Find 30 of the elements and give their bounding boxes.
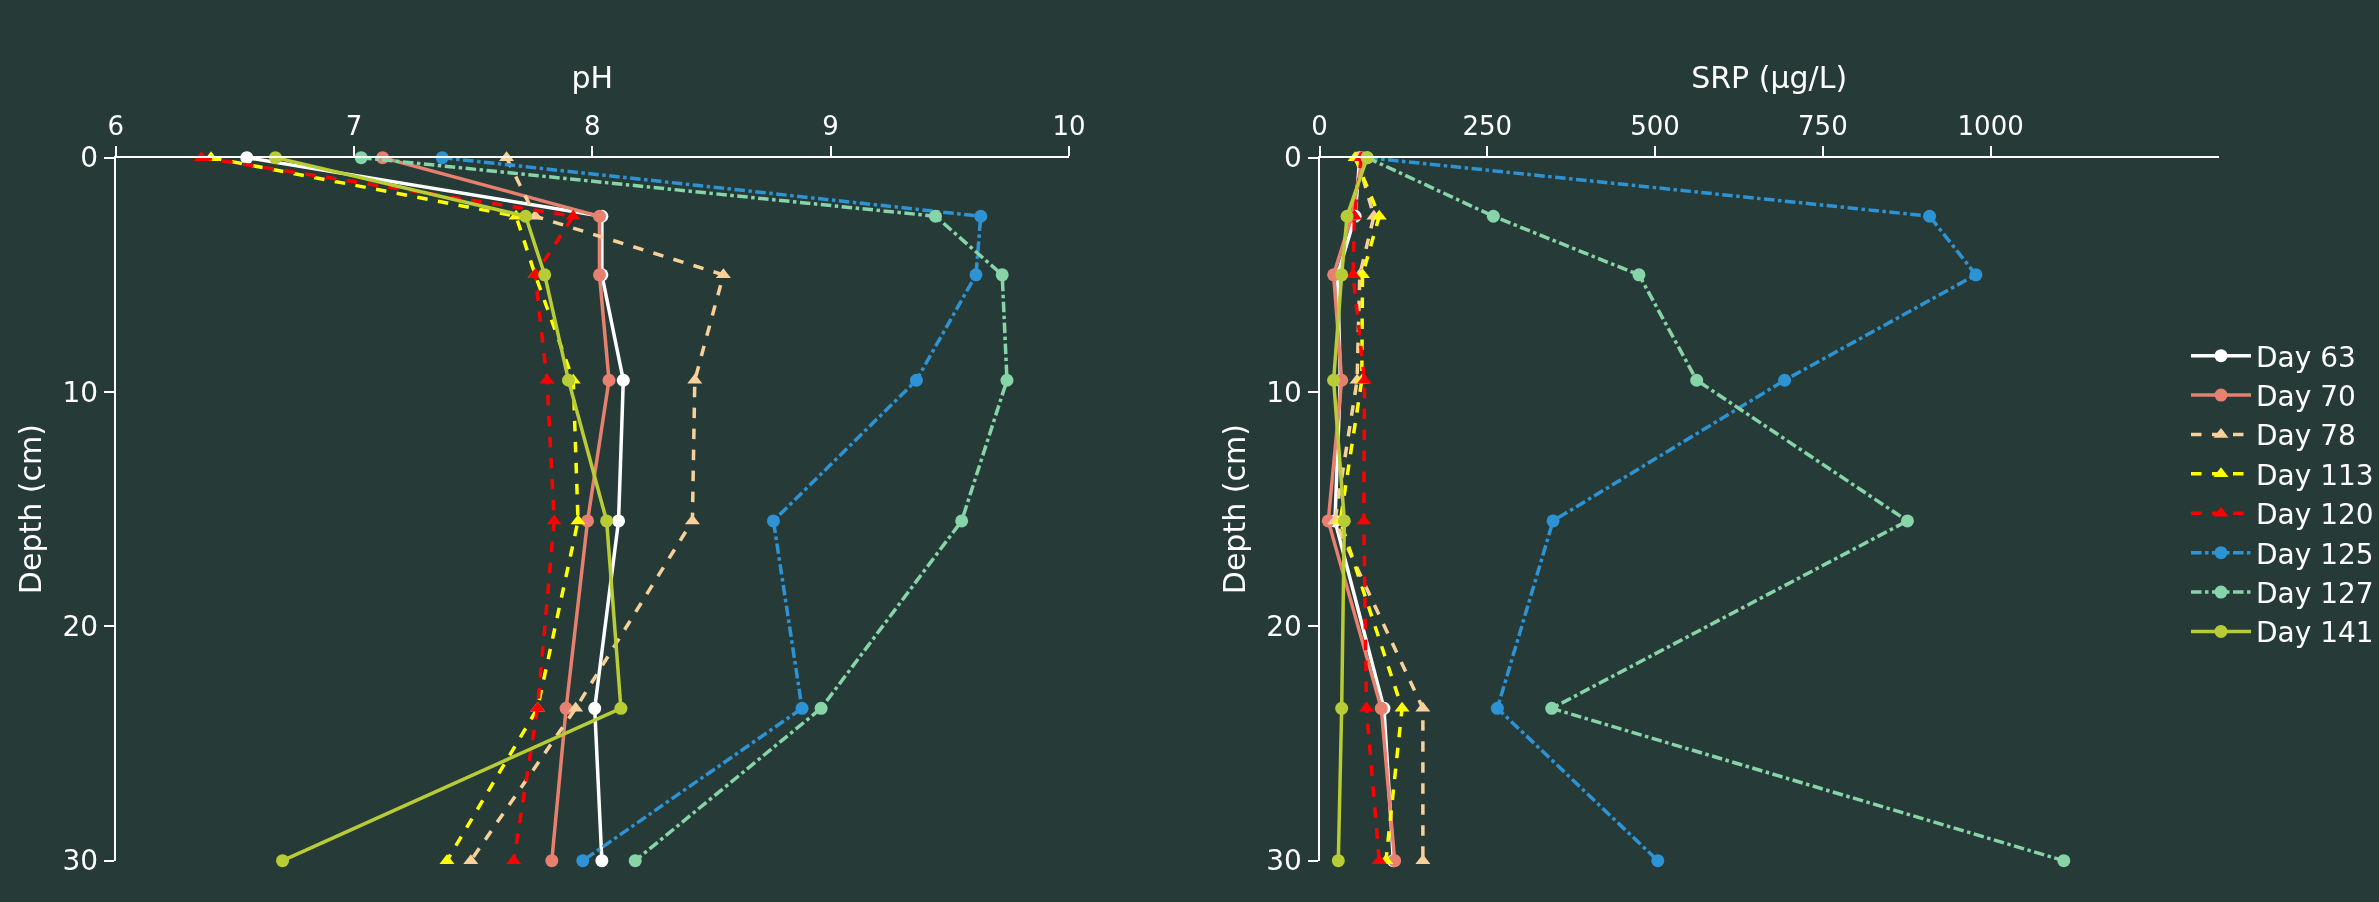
x-tick-label: 500 [1630,111,1680,142]
y-tick-label: 30 [1266,844,1302,878]
legend-label: Day 70 [2256,379,2356,413]
legend-label: Day 78 [2256,419,2356,453]
legend-label: Day 127 [2256,576,2374,610]
x-tick-label: 7 [345,111,363,142]
y-tick-label: 30 [62,844,99,878]
y-tick-label: 0 [1284,141,1302,175]
y-tick-label: 20 [1266,610,1302,644]
x-tick-label: 1000 [1957,111,2024,142]
y-axis-title: Depth (cm) [1216,424,1252,595]
x-tick-label: 9 [822,111,839,142]
y-tick-label: 10 [1266,375,1302,409]
y-tick-label: 0 [80,141,99,175]
x-tick-label: 750 [1798,111,1848,142]
y-axis-title: Depth (cm) [12,424,48,595]
legend-label: Day 141 [2256,616,2374,650]
x-tick-label: 250 [1462,111,1513,142]
legend-label: Day 125 [2256,537,2374,571]
x-tick-label: 0 [1311,111,1328,142]
x-tick-label: 10 [1052,111,1086,142]
x-axis-title: pH [571,59,614,95]
x-axis-title: SRP (μg/L) [1691,59,1848,95]
y-tick-label: 20 [62,610,99,644]
x-tick-label: 8 [584,111,601,142]
legend-label: Day 113 [2256,458,2374,492]
x-tick-label: 6 [107,111,125,142]
legend-label: Day 63 [2256,340,2356,374]
legend-label: Day 120 [2256,498,2374,532]
y-tick-label: 10 [62,375,99,409]
